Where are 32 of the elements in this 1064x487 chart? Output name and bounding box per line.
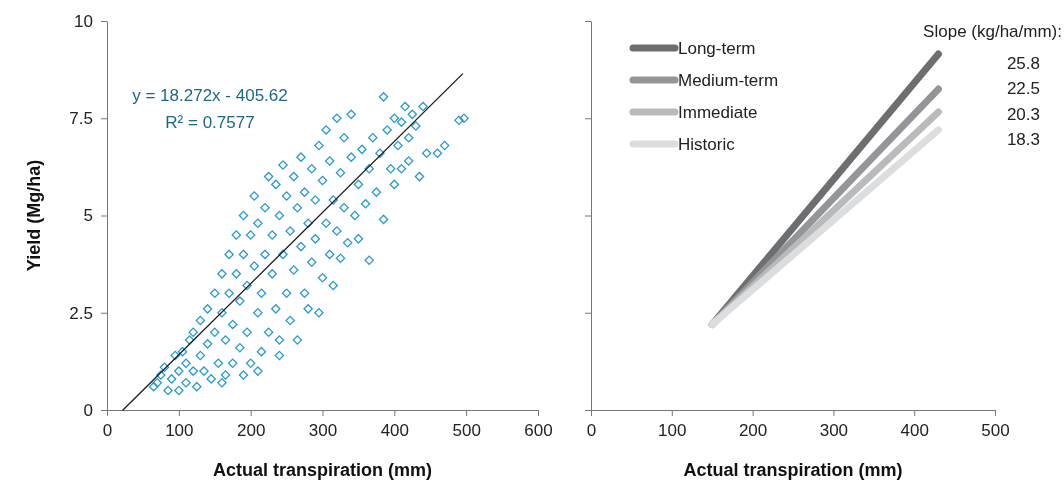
x-tick-label: 100: [165, 421, 194, 441]
x-tick-label: 300: [308, 421, 338, 441]
text: 20.3: [1006, 104, 1040, 124]
y-axis-title: Yield (Mg/ha): [24, 159, 44, 272]
x-tick-label: 600: [524, 421, 553, 441]
x-axis-title: Actual transpiration (mm): [212, 460, 433, 480]
text: 25.8: [1006, 53, 1040, 73]
y-tick-label: 2.5: [69, 303, 93, 323]
x-tick-label: 200: [738, 421, 768, 441]
legend-label: Long-term: [678, 39, 756, 58]
text: 18.3: [1006, 130, 1040, 149]
text: 22.5: [1006, 79, 1040, 98]
y-tick-label: 10: [74, 11, 93, 31]
y-tick-label: 0: [83, 400, 93, 420]
legend-label: Medium-term: [678, 71, 779, 90]
legend-label: Historic: [678, 135, 736, 154]
x-tick-label: 0: [586, 421, 597, 441]
x-tick-label: 400: [380, 421, 410, 441]
legend-label: Immediate: [678, 103, 758, 122]
x-tick-label: 100: [658, 421, 687, 441]
x-tick-label: 300: [819, 421, 849, 441]
x-tick-label: 200: [236, 421, 266, 441]
x-tick-label: 0: [102, 421, 113, 441]
y-tick-label: 7.5: [69, 109, 93, 129]
x-axis-title: Actual transpiration (mm): [683, 460, 903, 480]
x-tick-label: 500: [452, 421, 481, 441]
annotation: Slope (kg/ha/mm):: [923, 22, 1062, 41]
x-tick-label: 500: [981, 421, 1010, 441]
y-tick-label: 5: [83, 206, 93, 226]
annotation: y = 18.272x - 405.62: [132, 86, 288, 105]
x-tick-label: 400: [900, 421, 929, 441]
annotation: R² = 0.7577: [165, 113, 255, 132]
